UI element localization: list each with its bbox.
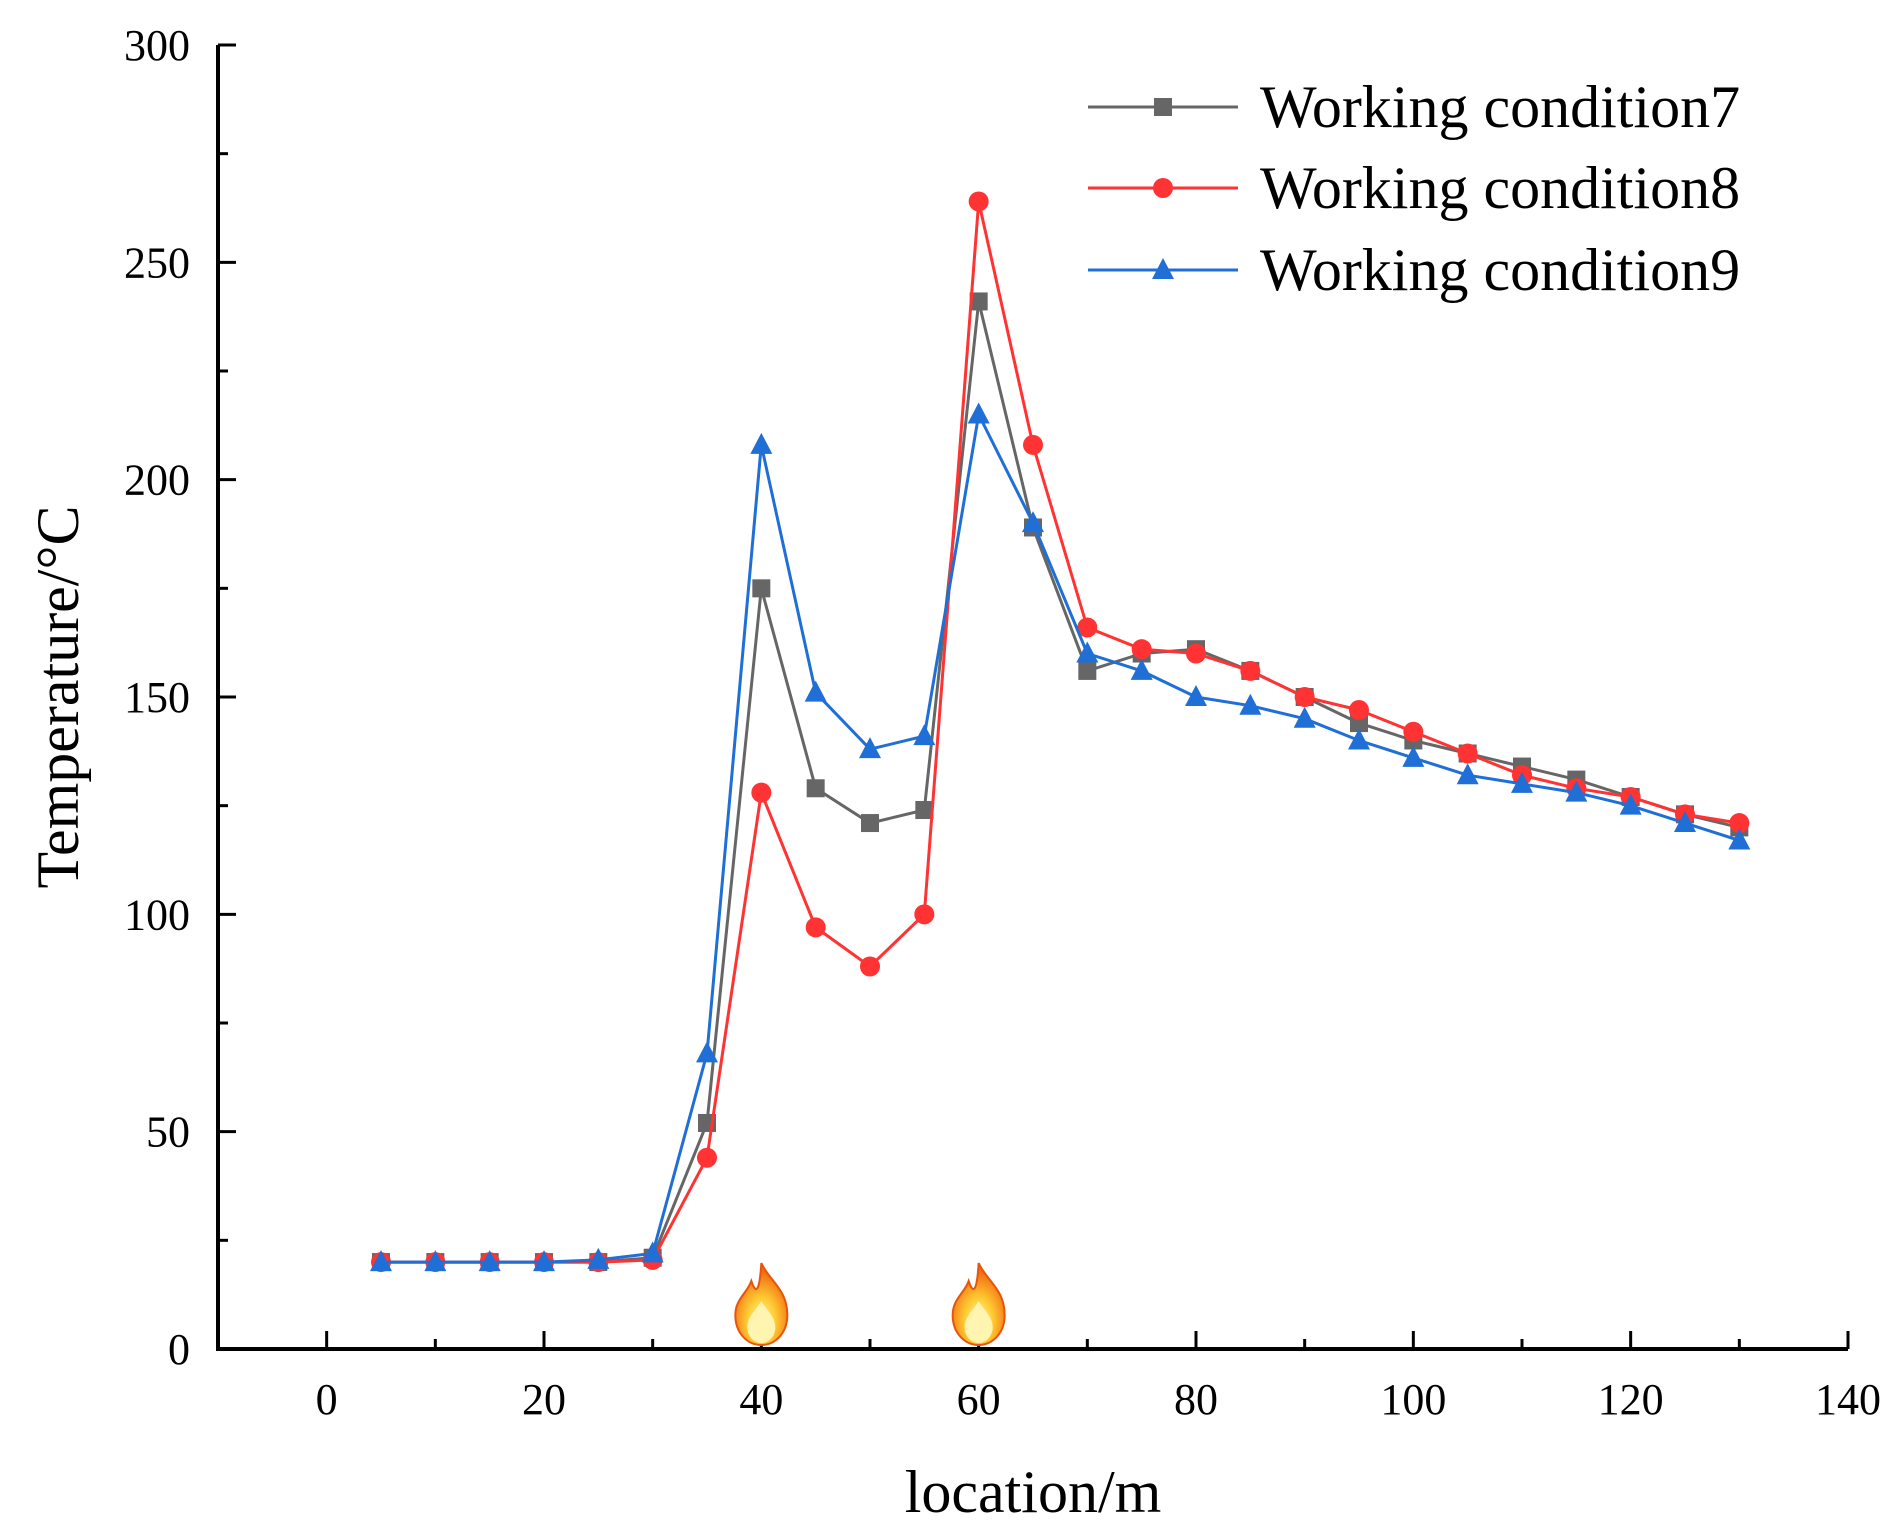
data-point bbox=[1077, 617, 1098, 638]
data-point bbox=[1457, 743, 1478, 764]
series-line bbox=[381, 200, 1740, 1264]
legend-label: Working condition8 bbox=[1260, 155, 1740, 221]
x-axis-ticks: 0 20 40 60 80 100 120 140 bbox=[216, 1331, 1881, 1424]
x-tick-label: 80 bbox=[1174, 1375, 1218, 1424]
data-point bbox=[1239, 693, 1262, 715]
data-point bbox=[806, 779, 825, 798]
x-tick-label: 120 bbox=[1598, 1375, 1664, 1424]
data-point bbox=[1294, 687, 1315, 707]
data-point bbox=[751, 782, 772, 803]
legend-label: Working condition9 bbox=[1260, 237, 1740, 303]
data-point bbox=[752, 579, 771, 598]
x-tick-label: 60 bbox=[957, 1375, 1001, 1424]
data-point bbox=[478, 1250, 501, 1272]
y-tick-label: 200 bbox=[124, 456, 190, 505]
series-line bbox=[381, 413, 1740, 1264]
data-point bbox=[967, 402, 990, 424]
data-point bbox=[915, 801, 934, 820]
legend-item: Working condition7 bbox=[1088, 74, 1740, 140]
data-point bbox=[914, 904, 935, 925]
series-line bbox=[381, 300, 1740, 1264]
series-layer bbox=[370, 191, 1751, 1273]
fire-icon bbox=[734, 1262, 789, 1347]
data-point bbox=[533, 1250, 555, 1272]
x-tick-label: 100 bbox=[1380, 1375, 1446, 1424]
data-point bbox=[641, 1241, 664, 1263]
fire-icon bbox=[951, 1262, 1006, 1347]
fire-annotations bbox=[734, 1262, 1006, 1347]
series-2 bbox=[371, 191, 1750, 1273]
y-tick-label: 250 bbox=[124, 238, 190, 287]
legend-swatch-marker bbox=[1153, 178, 1173, 198]
data-point bbox=[587, 1247, 610, 1269]
data-point bbox=[1565, 780, 1588, 802]
y-tick-label: 50 bbox=[146, 1108, 190, 1157]
data-point bbox=[1729, 813, 1750, 834]
data-point bbox=[861, 814, 879, 833]
data-point bbox=[370, 1250, 392, 1272]
data-point bbox=[1076, 641, 1099, 663]
data-point bbox=[969, 292, 988, 311]
y-axis-ticks: 0 50 100 150 200 250 300 bbox=[124, 21, 236, 1374]
y-tick-label: 300 bbox=[124, 21, 190, 70]
x-tick-label: 40 bbox=[739, 1375, 783, 1424]
data-point bbox=[1348, 728, 1370, 750]
legend-item: Working condition8 bbox=[1088, 155, 1740, 221]
data-point bbox=[1403, 721, 1424, 742]
data-point bbox=[1511, 771, 1533, 793]
x-tick-label: 140 bbox=[1815, 1375, 1881, 1424]
data-point bbox=[1349, 700, 1369, 721]
series-3 bbox=[370, 402, 1751, 1272]
data-point bbox=[1728, 828, 1751, 850]
y-tick-label: 150 bbox=[124, 673, 190, 722]
data-point bbox=[1293, 706, 1316, 728]
data-point bbox=[1078, 661, 1097, 680]
data-point bbox=[968, 191, 989, 212]
x-axis-title: location/m bbox=[905, 1459, 1162, 1525]
data-point bbox=[804, 680, 827, 702]
data-point bbox=[1185, 685, 1207, 706]
x-tick-label: 0 bbox=[316, 1375, 338, 1424]
data-point bbox=[750, 432, 773, 454]
data-point bbox=[1022, 511, 1044, 533]
data-point bbox=[1023, 434, 1043, 455]
data-point bbox=[1402, 745, 1425, 767]
data-point bbox=[1240, 660, 1261, 681]
data-point bbox=[860, 956, 880, 977]
data-point bbox=[1674, 811, 1696, 833]
data-point bbox=[1131, 639, 1152, 660]
legend-label: Working condition7 bbox=[1260, 74, 1740, 140]
legend-item: Working condition9 bbox=[1088, 237, 1740, 303]
y-tick-label: 0 bbox=[168, 1325, 190, 1374]
legend-swatch-marker bbox=[1154, 98, 1172, 116]
y-tick-label: 100 bbox=[124, 890, 190, 939]
data-point bbox=[1186, 643, 1206, 664]
data-point bbox=[913, 724, 936, 746]
data-point bbox=[696, 1041, 718, 1063]
series-1 bbox=[372, 292, 1749, 1272]
legend-swatch-marker bbox=[1152, 258, 1174, 279]
data-point bbox=[424, 1250, 447, 1272]
data-point bbox=[1619, 793, 1642, 815]
legend: Working condition7 Working condition8 Work… bbox=[1088, 74, 1740, 303]
x-tick-label: 20 bbox=[522, 1375, 566, 1424]
data-point bbox=[1456, 763, 1479, 785]
data-point bbox=[805, 917, 826, 938]
data-point bbox=[697, 1147, 717, 1168]
y-axis-title: Temperature/°C bbox=[25, 506, 91, 889]
data-point bbox=[859, 737, 881, 759]
data-point bbox=[1130, 658, 1153, 680]
